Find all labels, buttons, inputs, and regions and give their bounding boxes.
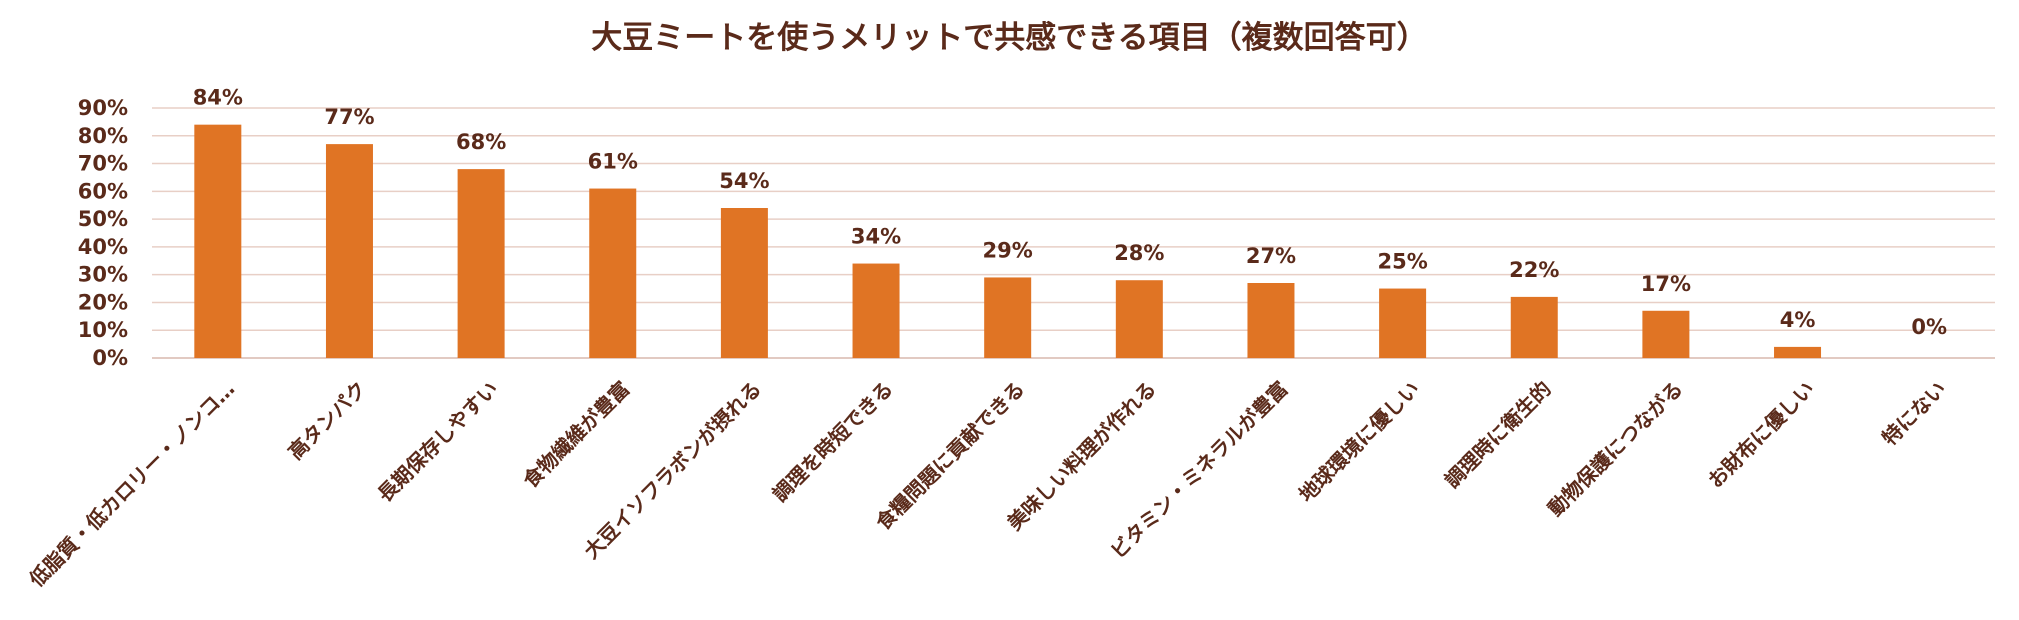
- category-labels: 低脂質・低カロリー・ノンコ… 高タンパク 長期保存しやすい 食物繊維が豊富大豆イソフラ…: [24, 377, 1951, 593]
- gridlines: [152, 107, 1995, 359]
- bar: [1379, 288, 1427, 358]
- category-label: 高タンパク: [283, 377, 371, 465]
- bar: [325, 144, 373, 358]
- data-label: 22%: [1509, 258, 1559, 282]
- category-label: 食物繊維が豊富: [518, 377, 634, 493]
- bar: [1642, 310, 1690, 358]
- chart-title: 大豆ミートを使うメリットで共感できる項目（複数回答可）: [591, 20, 1428, 56]
- bar: [720, 208, 768, 358]
- y-axis-ticks: 0% 10% 20% 30% 40% 50% 60% 70% 80% 90%: [78, 96, 128, 370]
- category-label: 特にない: [1877, 377, 1951, 451]
- y-tick-label: 70%: [78, 152, 128, 176]
- y-tick-label: 40%: [78, 235, 128, 259]
- y-tick-label: 0%: [92, 346, 128, 370]
- bar: [589, 188, 637, 358]
- category-label: 動物保護につながる: [1543, 377, 1687, 521]
- category-label: 地球環境に優しい: [1294, 377, 1424, 507]
- data-label: 17%: [1641, 272, 1691, 296]
- data-label: 0%: [1911, 315, 1947, 339]
- category-label: 長期保存しやすい: [373, 377, 503, 507]
- bar: [1247, 283, 1295, 358]
- y-tick-label: 90%: [78, 96, 128, 120]
- data-label: 28%: [1114, 241, 1164, 265]
- y-tick-label: 60%: [78, 179, 128, 203]
- data-label: 34%: [851, 225, 901, 249]
- y-tick-label: 20%: [78, 290, 128, 314]
- data-label: 29%: [983, 238, 1033, 262]
- category-label: お財布に優しい: [1703, 377, 1819, 493]
- bar: [1774, 346, 1822, 358]
- category-label: 食糧問題に貢献できる: [871, 377, 1029, 535]
- y-tick-label: 80%: [78, 124, 128, 148]
- y-tick-label: 30%: [78, 263, 128, 287]
- bar: [194, 124, 242, 359]
- data-label: 77%: [324, 105, 374, 129]
- category-label: 調理を時短できる: [768, 377, 898, 507]
- category-label: 調理時に衛生的: [1440, 377, 1556, 493]
- data-label: 68%: [456, 130, 506, 154]
- data-label: 54%: [719, 169, 769, 193]
- category-label: 美味しい料理が作れる: [1002, 377, 1160, 535]
- category-label: 低脂質・低カロリー・ノンコ…: [24, 377, 240, 593]
- data-label: 84%: [193, 86, 243, 110]
- bar: [984, 277, 1032, 358]
- bar: [1115, 280, 1163, 358]
- bar: [1510, 296, 1558, 358]
- data-label: 25%: [1377, 250, 1427, 274]
- data-label: 27%: [1246, 244, 1296, 268]
- y-tick-label: 10%: [78, 318, 128, 342]
- data-labels: 84% 77% 68% 61% 54% 34% 29% 28% 27% 25% 22% 17% 4% 0%: [193, 86, 1947, 339]
- y-tick-label: 50%: [78, 207, 128, 231]
- data-label: 4%: [1780, 308, 1816, 332]
- bars: [194, 124, 1822, 359]
- data-label: 61%: [588, 150, 638, 174]
- bar: [457, 169, 505, 358]
- bar: [852, 263, 900, 358]
